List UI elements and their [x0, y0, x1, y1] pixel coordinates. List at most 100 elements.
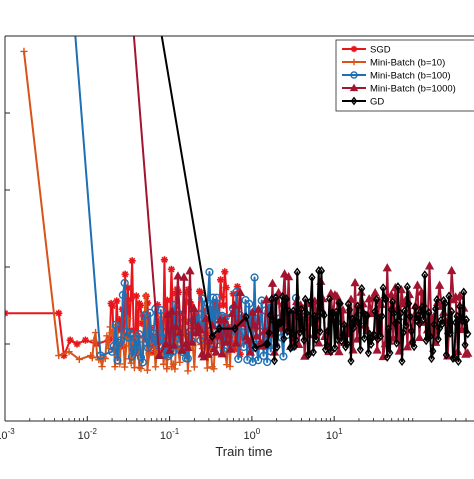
data-point [270, 355, 279, 366]
data-point [273, 342, 281, 352]
data-point [282, 294, 291, 304]
data-point [96, 351, 105, 360]
data-point [426, 331, 434, 342]
data-point [144, 343, 153, 353]
data-point [336, 298, 344, 309]
data-point [229, 300, 239, 309]
data-point [350, 323, 358, 333]
data-point [127, 359, 135, 367]
data-point [183, 354, 192, 363]
data-point [169, 360, 177, 368]
data-point [179, 272, 189, 281]
data-point [225, 344, 235, 353]
data-point [211, 347, 221, 356]
data-point [410, 341, 418, 352]
data-point [441, 298, 449, 309]
data-point [442, 350, 450, 360]
data-point [354, 301, 362, 312]
data-point [263, 357, 272, 367]
data-point [116, 336, 126, 345]
data-point [418, 302, 426, 313]
data-point [316, 326, 324, 337]
data-point [243, 335, 253, 344]
data-point [251, 343, 259, 353]
data-point [135, 330, 144, 339]
data-point [161, 339, 171, 348]
data-point [434, 334, 442, 344]
data-point [309, 347, 317, 357]
x-tick-label: 101 [326, 427, 343, 442]
series-layer [5, 36, 473, 375]
data-point [325, 294, 334, 304]
data-point-stroke [221, 268, 228, 275]
data-point-stroke [122, 271, 129, 278]
x-tick-label: 100 [244, 427, 261, 442]
legend-item: Mini-Batch (b=100) [342, 71, 451, 82]
data-point [293, 267, 301, 277]
data-point [463, 348, 473, 357]
data-point [273, 287, 284, 297]
data-point [352, 311, 360, 322]
data-point [414, 332, 425, 342]
legend-item: GD [342, 97, 384, 108]
data-point [333, 334, 342, 345]
data-point [136, 353, 146, 362]
data-point-stroke [129, 257, 136, 264]
data-point [55, 309, 63, 317]
legend-marker [350, 71, 358, 79]
data-point [128, 257, 136, 265]
data-point [215, 323, 223, 334]
series-line [160, 36, 469, 363]
data-point [405, 298, 413, 309]
data-point [462, 315, 471, 325]
data-point [412, 280, 423, 289]
data-point [371, 306, 379, 317]
legend: SGD Mini-Batch (b=10) Mini-Batch (b=100) Mi… [335, 39, 474, 112]
data-point [350, 277, 360, 287]
legend-marker-stroke [351, 46, 357, 52]
data-point [231, 338, 241, 347]
data-point [415, 318, 424, 329]
data-point [137, 364, 145, 373]
data-point [233, 283, 241, 291]
data-point-stroke [82, 337, 89, 344]
x-axis-label: Train time [215, 444, 272, 459]
data-point [261, 294, 272, 303]
data-point [205, 267, 214, 277]
data-point [283, 271, 294, 281]
data-point [185, 266, 195, 275]
data-point [406, 311, 414, 322]
data-point [90, 336, 98, 344]
data-point [113, 356, 122, 365]
data-point [347, 356, 355, 366]
data-point-stroke [127, 296, 134, 303]
data-point [382, 294, 390, 305]
data-point [111, 363, 119, 371]
data-point [121, 363, 129, 371]
data-point [217, 349, 227, 358]
data-point [331, 343, 339, 353]
data-point-stroke [223, 284, 230, 291]
data-point [372, 294, 381, 305]
data-point [75, 355, 83, 363]
data-point [317, 266, 325, 276]
data-point [234, 354, 243, 364]
data-point [73, 340, 81, 348]
data-point [390, 308, 398, 319]
data-point [327, 346, 335, 357]
data-point [219, 315, 229, 324]
data-point [190, 363, 198, 371]
data-point [208, 293, 218, 302]
data-point [427, 353, 436, 364]
data-point [332, 307, 340, 317]
series-5 [160, 36, 472, 367]
legend-label: Mini-Batch (b=10) [370, 58, 445, 69]
data-point [453, 311, 461, 322]
data-point-stroke [67, 337, 74, 344]
data-point [219, 301, 227, 309]
data-point [262, 339, 270, 349]
data-point [362, 310, 370, 321]
data-point [367, 339, 375, 350]
data-point [195, 324, 205, 334]
data-point [311, 311, 319, 322]
